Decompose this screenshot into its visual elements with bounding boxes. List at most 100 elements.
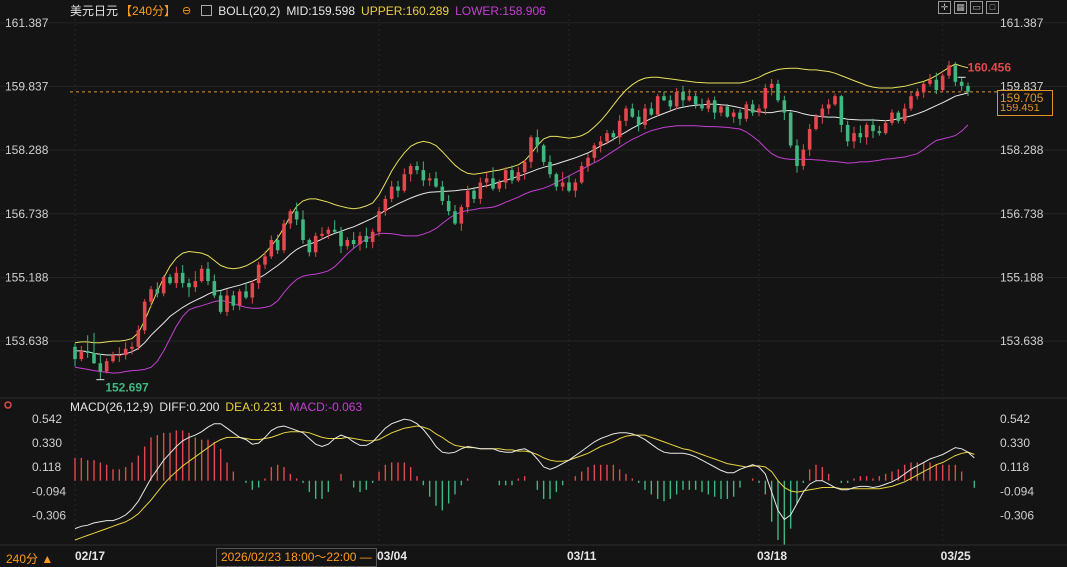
- candle-body: [928, 79, 932, 84]
- candle-body: [940, 75, 945, 91]
- candle-body: [858, 133, 863, 138]
- candle-body: [491, 178, 495, 189]
- candle-body: [959, 81, 964, 86]
- crosshair-icon[interactable]: ✛: [938, 1, 951, 14]
- window-icon[interactable]: ▭: [970, 1, 983, 14]
- macd-tick-right: 0.542: [1000, 412, 1030, 426]
- price-panel-header: 美元日元 【240分】 ⊖ BOLL(20,2) MID:159.598 UPP…: [70, 2, 546, 19]
- candle-body: [377, 211, 381, 232]
- candle-body: [98, 363, 103, 372]
- candle-body: [421, 170, 426, 181]
- candle-body: [351, 239, 356, 245]
- candle-body: [966, 85, 970, 92]
- time-tick: 03/04: [377, 549, 407, 563]
- price-tick-right: 153.638: [1000, 334, 1044, 348]
- low-annotation: 152.697: [105, 381, 149, 395]
- candle-body: [788, 112, 793, 146]
- candle-body: [510, 170, 514, 181]
- settings-icon[interactable]: ⊖: [182, 5, 192, 17]
- candle-body: [294, 211, 299, 220]
- candle-body: [263, 256, 267, 265]
- macd-dea-line: [74, 425, 975, 541]
- candle-body: [516, 172, 521, 181]
- square-icon[interactable]: □: [986, 1, 999, 14]
- candle-body: [833, 96, 837, 105]
- candle-body: [630, 108, 635, 117]
- price-tick-right: 159.837: [1000, 79, 1044, 93]
- price-tick-right: 158.288: [1000, 143, 1044, 157]
- boll-layer: [74, 63, 969, 374]
- candle-body: [592, 145, 597, 158]
- price-tick-left: 158.288: [5, 143, 49, 157]
- candle-body: [826, 104, 831, 109]
- candle-body: [706, 100, 711, 109]
- period-switch-button[interactable]: 240分 ▲: [6, 552, 54, 566]
- candle-body: [453, 211, 457, 224]
- candle-body: [313, 235, 318, 253]
- candle-body: [655, 96, 660, 115]
- period-label[interactable]: 【240分】: [120, 4, 177, 18]
- candle-body: [541, 145, 546, 162]
- candle-body: [535, 137, 540, 146]
- candle-body: [598, 141, 603, 146]
- candle-body: [934, 79, 939, 91]
- candle-body: [725, 106, 730, 117]
- candle-body: [776, 83, 780, 101]
- candle-body: [383, 198, 388, 212]
- macd-tick-right: -0.094: [1000, 484, 1034, 498]
- price-tick-left: 156.738: [5, 207, 49, 221]
- candle-body: [408, 166, 413, 175]
- candle-body: [225, 295, 229, 312]
- candle-body: [611, 133, 616, 138]
- candle-body: [168, 276, 172, 284]
- candle-body: [871, 124, 875, 132]
- split-view-icon[interactable]: ▦: [954, 1, 967, 14]
- candle-body: [174, 272, 179, 284]
- candle-body: [231, 295, 236, 306]
- candle-body: [915, 92, 920, 97]
- candle-body: [902, 108, 907, 121]
- candle-body: [244, 291, 248, 298]
- candle-body: [320, 233, 324, 236]
- candle-body: [617, 120, 622, 138]
- boll-mid-value: MID:159.598: [286, 3, 356, 18]
- candle-body: [560, 182, 565, 187]
- candle-body: [199, 268, 204, 282]
- candle-body: [111, 355, 115, 362]
- candle-body: [104, 361, 109, 372]
- candle-body: [484, 178, 489, 183]
- macd-panel-header: MACD(26,12,9) DIFF:0.200 DEA:0.231 MACD:…: [70, 400, 362, 414]
- candle-body: [820, 108, 825, 117]
- candle-body: [693, 96, 698, 105]
- boll-label[interactable]: BOLL(20,2): [218, 3, 281, 18]
- candle-body: [554, 174, 559, 187]
- candle-body: [782, 100, 787, 113]
- boll-upper-value: UPPER:160.289: [361, 3, 450, 18]
- macd-label[interactable]: MACD(26,12,9): [70, 400, 154, 414]
- candle-body: [326, 229, 331, 234]
- candle-body: [548, 161, 552, 175]
- candle-body: [624, 108, 628, 121]
- candle-body: [301, 219, 305, 240]
- candle-body: [218, 295, 223, 312]
- price-tick-left: 155.188: [5, 270, 49, 284]
- boll-upper-line: [74, 63, 969, 344]
- price-tick-right: 156.738: [1000, 207, 1044, 221]
- candle-body: [73, 346, 77, 360]
- boll-mid-line: [75, 92, 969, 356]
- candle-body: [503, 170, 508, 183]
- candle-body: [149, 289, 153, 302]
- candle-body: [947, 65, 951, 76]
- candle-body: [123, 348, 128, 356]
- candle-body: [522, 161, 527, 173]
- candle-body: [668, 100, 673, 107]
- macd-dif-line: [74, 418, 975, 530]
- candle-body: [700, 104, 704, 109]
- candle-body: [573, 182, 578, 191]
- candle-body: [807, 129, 812, 150]
- candle-body: [237, 291, 242, 306]
- macd-panel-marker: [4, 401, 12, 409]
- macd-tick-left: 0.118: [32, 460, 61, 474]
